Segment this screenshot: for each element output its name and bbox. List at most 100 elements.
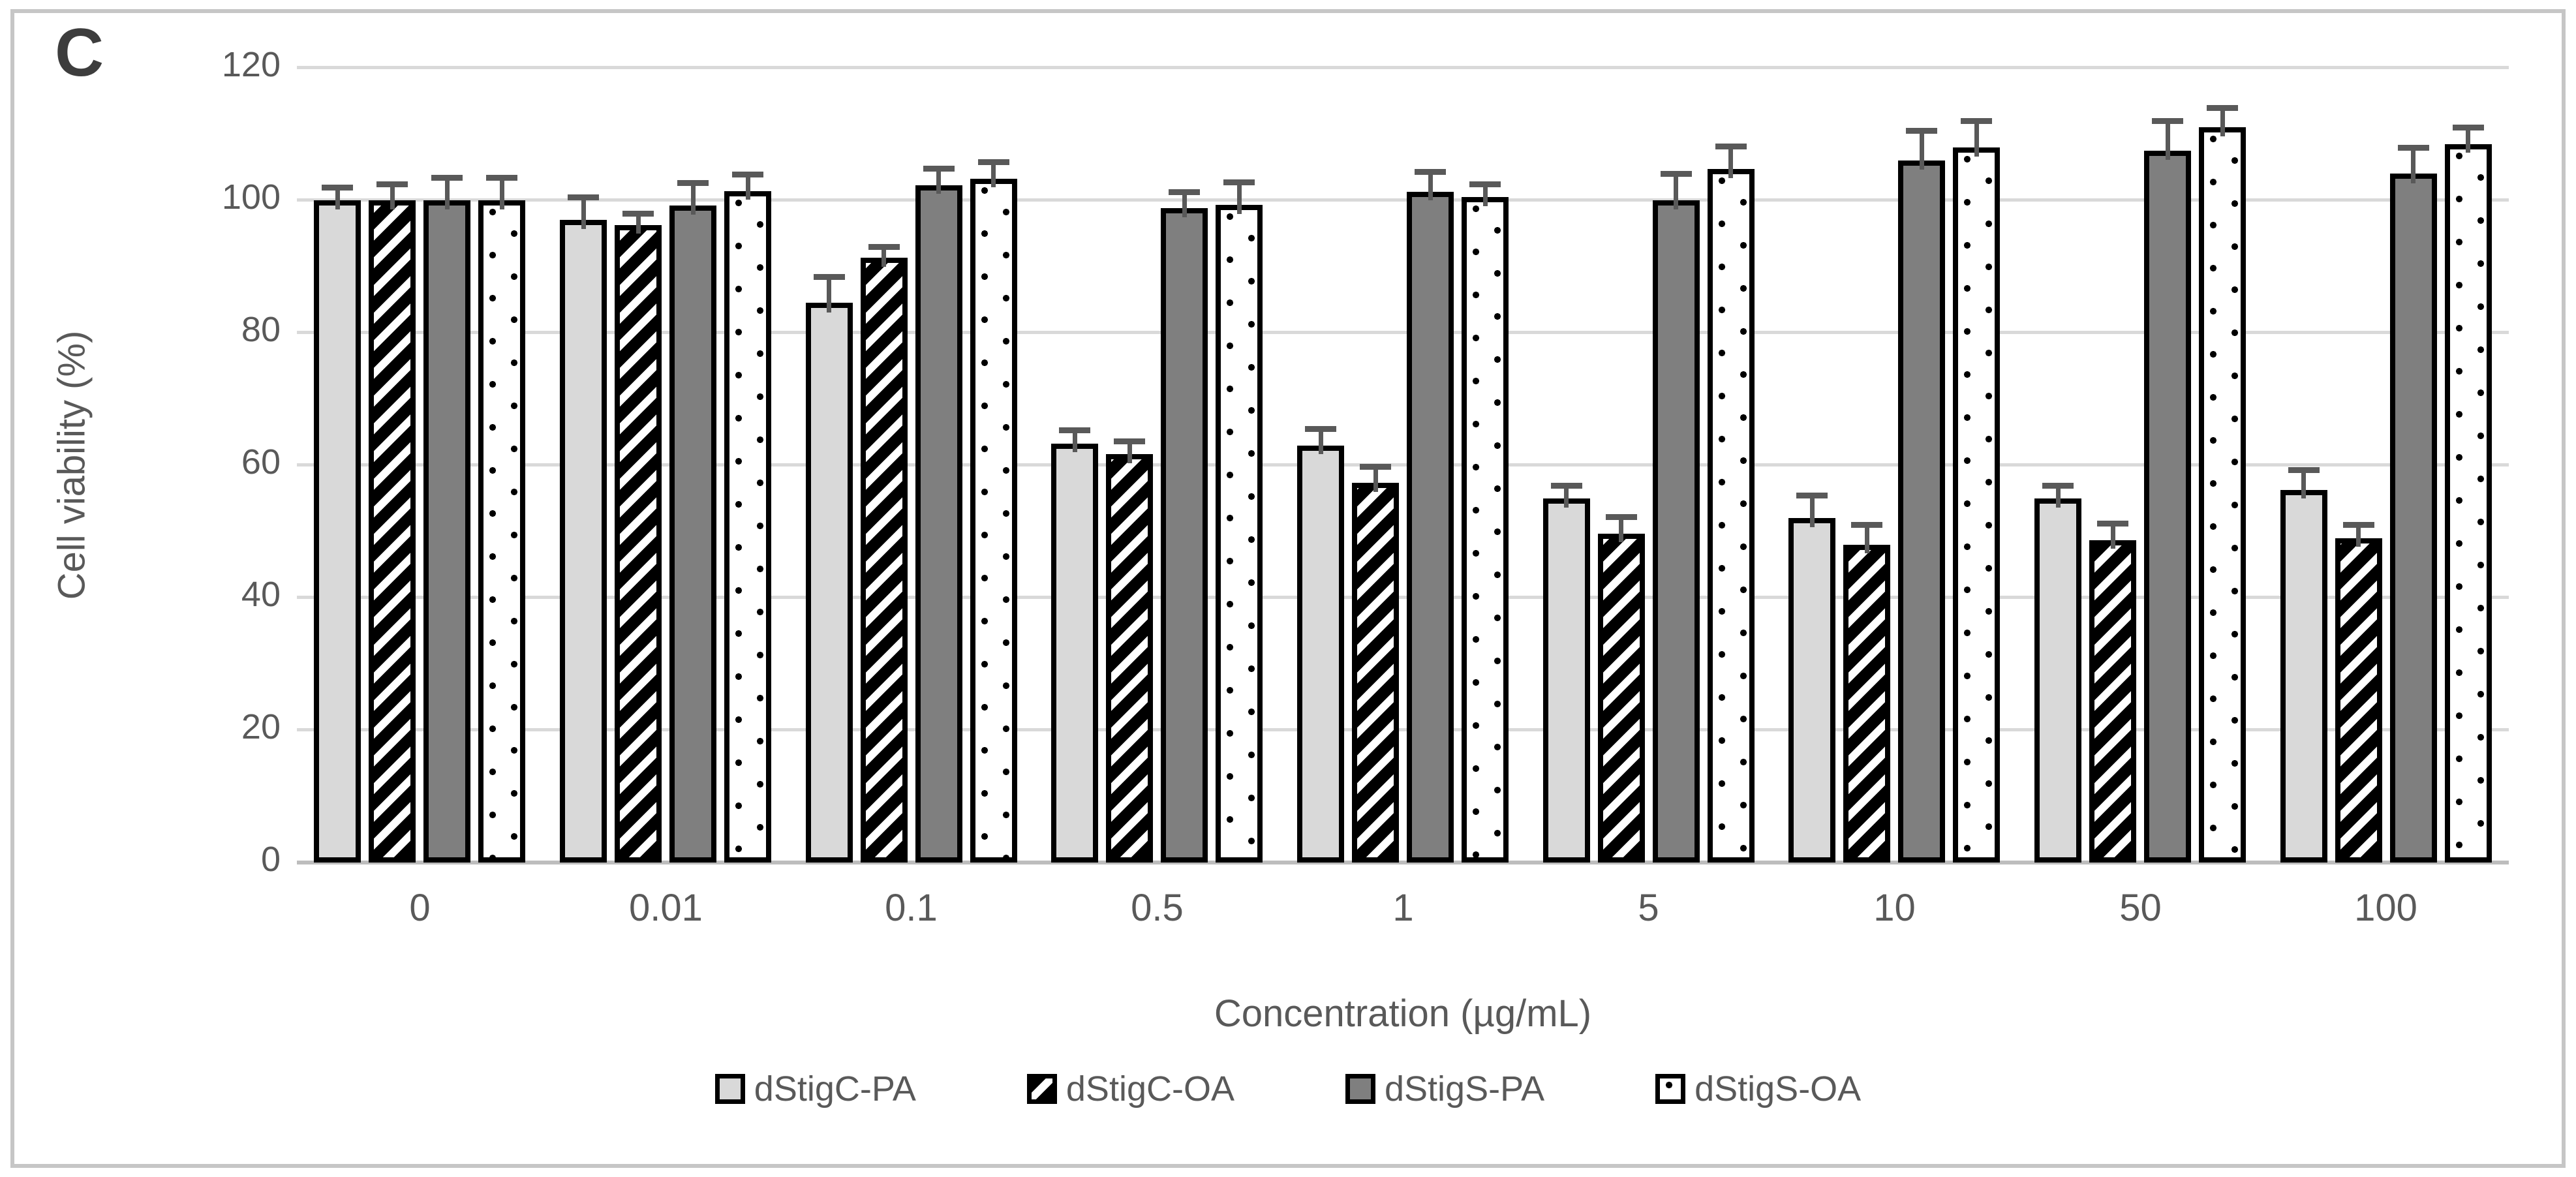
x-axis-title: Concentration (µg/mL) — [1214, 992, 1592, 1035]
error-bar-cap — [923, 166, 955, 172]
legend-swatch — [1655, 1074, 1686, 1104]
bar-dstigc-oa — [1843, 545, 1890, 863]
x-tick-label: 100 — [2354, 887, 2417, 929]
error-bar-stem — [1319, 432, 1323, 454]
error-bar-cap — [1305, 426, 1336, 432]
legend-item-dstigs-oa: dStigS-OA — [1655, 1069, 1861, 1109]
error-bar-cap — [322, 185, 353, 191]
legend-label: dStigS-PA — [1384, 1069, 1545, 1108]
error-bar-stem — [1974, 124, 1979, 157]
error-bar-stem — [2166, 124, 2170, 160]
error-bar-stem — [1237, 185, 1242, 214]
error-bar-stem — [1182, 195, 1187, 217]
error-bar-stem — [1728, 149, 1733, 178]
bar-dstigs-pa — [1161, 208, 1208, 863]
error-bar-stem — [1920, 134, 1924, 170]
bar-dstigs-pa — [915, 185, 962, 863]
error-bar-stem — [390, 187, 395, 209]
error-bar-cap — [1961, 118, 1992, 124]
error-bar-cap — [1796, 493, 1828, 498]
legend-label: dStigC-PA — [754, 1069, 916, 1108]
error-bar-stem — [2466, 130, 2470, 153]
error-bar-cap — [1606, 514, 1637, 520]
y-tick-label: 0 — [260, 840, 281, 879]
error-bar-stem — [1564, 489, 1569, 508]
error-bar-cap — [2398, 145, 2429, 151]
error-bar-stem — [2111, 527, 2115, 549]
chart-legend: dStigC-PA dStigC-OA dStigS-PA dStigS-OA — [0, 1069, 2576, 1109]
bar-dstigs-oa — [1216, 205, 1263, 863]
error-bar-stem — [991, 165, 996, 187]
error-bar-cap — [2453, 125, 2484, 130]
error-bar-stem — [691, 186, 696, 215]
error-bar-cap — [732, 172, 763, 177]
legend-label: dStigC-OA — [1066, 1069, 1234, 1108]
error-bar-stem — [1619, 520, 1623, 542]
error-bar-stem — [2056, 489, 2061, 508]
error-bar-stem — [827, 280, 831, 313]
error-bar-cap — [978, 159, 1009, 165]
error-bar-cap — [2042, 483, 2074, 489]
bar-dstigc-pa — [1543, 498, 1590, 863]
gridline — [297, 198, 2509, 202]
bar-dstigs-pa — [1653, 200, 1700, 863]
bar-dstigs-oa — [478, 200, 525, 863]
error-bar-stem — [1865, 528, 1869, 553]
error-bar-stem — [746, 177, 750, 200]
error-bar-stem — [2220, 111, 2225, 136]
bar-dstigc-oa — [2089, 540, 2136, 863]
error-bar-cap — [486, 175, 517, 181]
error-bar-stem — [2411, 151, 2415, 183]
bar-dstigc-pa — [1297, 446, 1344, 863]
error-bar-stem — [2301, 473, 2306, 498]
bar-dstigs-oa — [1953, 147, 2000, 863]
error-bar-stem — [335, 191, 340, 209]
bar-dstigc-pa — [1051, 444, 1098, 863]
bar-dstigs-pa — [669, 206, 716, 863]
legend-label: dStigS-OA — [1694, 1069, 1862, 1108]
figure-border — [10, 9, 2566, 1168]
y-tick-label: 80 — [241, 310, 281, 349]
bar-dstigc-oa — [1352, 483, 1399, 863]
bar-dstigs-pa — [2144, 151, 2191, 863]
error-bar-cap — [2343, 522, 2374, 528]
error-bar-cap — [1415, 169, 1446, 175]
bar-dstigc-pa — [2034, 498, 2081, 863]
error-bar-cap — [677, 180, 709, 186]
error-bar-cap — [431, 175, 463, 181]
legend-item-dstigs-pa: dStigS-PA — [1345, 1069, 1544, 1109]
error-bar-cap — [376, 181, 408, 187]
error-bar-cap — [1169, 189, 1200, 195]
bar-dstigc-oa — [1598, 534, 1645, 863]
bar-dstigc-pa — [1788, 518, 1835, 863]
legend-item-dstigc-pa: dStigC-PA — [714, 1069, 916, 1109]
bar-dstigc-oa — [615, 225, 662, 863]
error-bar-cap — [568, 194, 599, 200]
bar-dstigc-oa — [369, 200, 416, 863]
x-tick-label: 50 — [2119, 887, 2162, 929]
error-bar-cap — [1469, 181, 1501, 187]
bar-dstigc-pa — [2280, 490, 2327, 863]
bar-dstigc-oa — [861, 258, 908, 863]
legend-swatch — [1345, 1074, 1375, 1104]
x-tick-label: 0.1 — [885, 887, 938, 929]
bar-dstigs-pa — [1407, 192, 1454, 863]
y-tick-label: 40 — [241, 575, 281, 614]
error-bar-cap — [1906, 128, 1937, 134]
legend-item-dstigc-oa: dStigC-OA — [1026, 1069, 1234, 1109]
gridline — [297, 463, 2509, 466]
error-bar-stem — [1373, 470, 1378, 492]
x-tick-label: 10 — [1873, 887, 1916, 929]
gridline — [297, 66, 2509, 69]
error-bar-stem — [1428, 175, 1433, 200]
error-bar-stem — [636, 217, 641, 234]
bar-dstigc-pa — [560, 220, 607, 863]
error-bar-cap — [1059, 427, 1090, 433]
error-bar-cap — [2288, 467, 2320, 473]
gridline — [297, 596, 2509, 599]
error-bar-cap — [1715, 144, 1747, 149]
error-bar-stem — [581, 200, 586, 229]
y-axis-title: Cell viability (%) — [50, 330, 93, 600]
error-bar-stem — [1674, 177, 1678, 209]
